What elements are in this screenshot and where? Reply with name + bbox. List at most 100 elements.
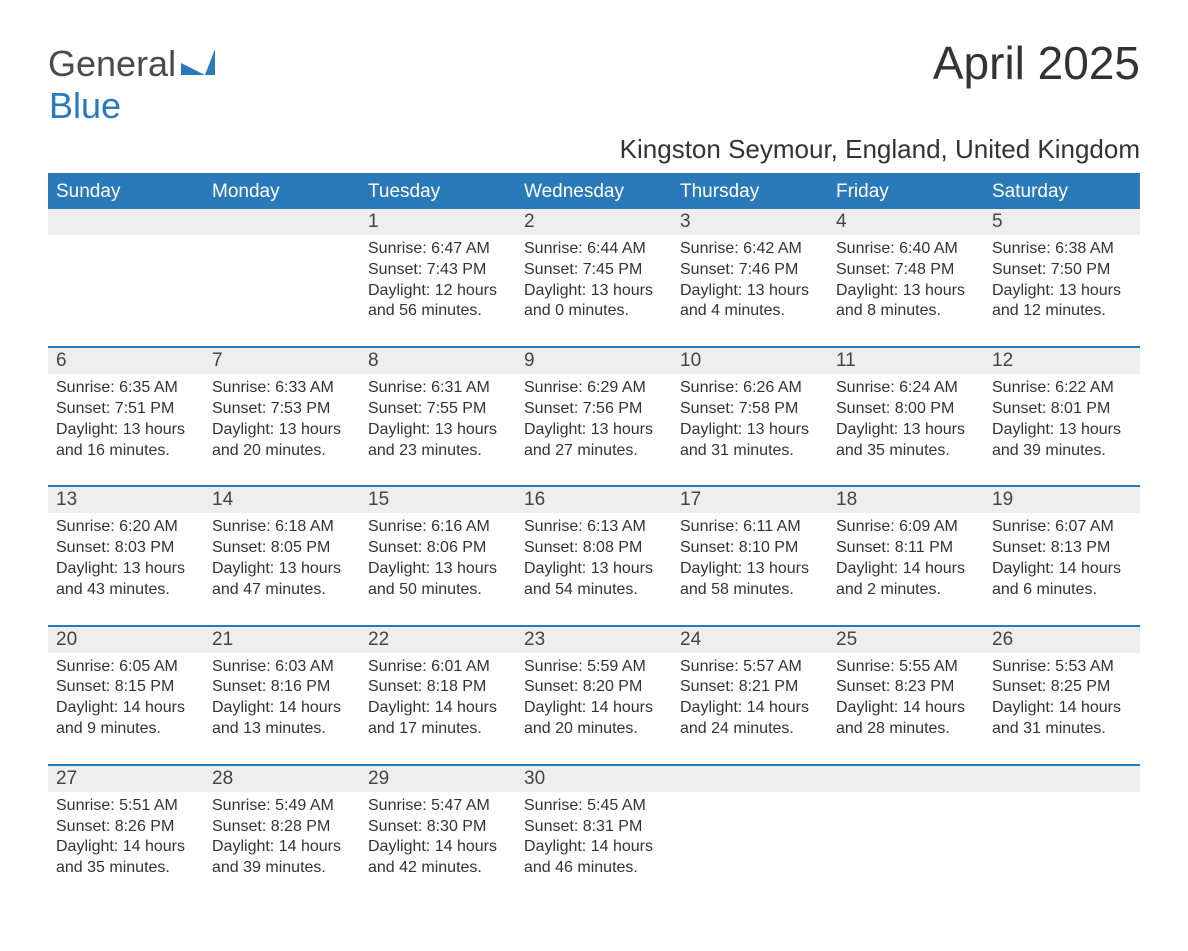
day-number: 27 (48, 766, 204, 792)
day-body: Sunrise: 6:42 AMSunset: 7:46 PMDaylight:… (672, 235, 828, 346)
day-detail-line: Sunrise: 6:05 AM (56, 657, 196, 678)
day-number: 15 (360, 487, 516, 513)
day-detail-line: Daylight: 13 hours and 20 minutes. (212, 420, 352, 462)
day-detail-line: Daylight: 14 hours and 6 minutes. (992, 559, 1132, 601)
day-detail-line: Daylight: 14 hours and 42 minutes. (368, 837, 508, 879)
day-detail-line: Sunrise: 6:35 AM (56, 378, 196, 399)
day-body (984, 792, 1140, 903)
day-number-row: 13141516171819 (48, 487, 1140, 513)
brand-word-1: General (48, 46, 176, 82)
day-body: Sunrise: 6:38 AMSunset: 7:50 PMDaylight:… (984, 235, 1140, 346)
day-body: Sunrise: 6:33 AMSunset: 7:53 PMDaylight:… (204, 374, 360, 485)
day-body: Sunrise: 6:47 AMSunset: 7:43 PMDaylight:… (360, 235, 516, 346)
day-body: Sunrise: 5:51 AMSunset: 8:26 PMDaylight:… (48, 792, 204, 903)
day-detail-line: Sunset: 7:45 PM (524, 260, 664, 281)
day-number: 5 (984, 209, 1140, 235)
day-detail-line: Sunrise: 6:29 AM (524, 378, 664, 399)
day-number (48, 209, 204, 235)
day-number: 10 (672, 348, 828, 374)
day-detail-line: Sunset: 8:18 PM (368, 677, 508, 698)
day-detail-line: Sunset: 8:23 PM (836, 677, 976, 698)
day-body: Sunrise: 5:45 AMSunset: 8:31 PMDaylight:… (516, 792, 672, 903)
day-number: 21 (204, 627, 360, 653)
day-detail-line: Sunrise: 6:01 AM (368, 657, 508, 678)
day-number: 12 (984, 348, 1140, 374)
day-body: Sunrise: 6:11 AMSunset: 8:10 PMDaylight:… (672, 513, 828, 624)
day-detail-line: Sunrise: 6:03 AM (212, 657, 352, 678)
day-number: 4 (828, 209, 984, 235)
day-number-row: 12345 (48, 209, 1140, 235)
day-number: 22 (360, 627, 516, 653)
day-detail-line: Sunset: 8:03 PM (56, 538, 196, 559)
day-detail-line: Daylight: 13 hours and 47 minutes. (212, 559, 352, 601)
brand-glyph-icon (181, 49, 215, 80)
day-detail-line: Daylight: 14 hours and 31 minutes. (992, 698, 1132, 740)
day-detail-line: Sunrise: 6:13 AM (524, 517, 664, 538)
day-detail-line: Sunset: 8:11 PM (836, 538, 976, 559)
day-detail-line: Sunset: 7:48 PM (836, 260, 976, 281)
calendar: Sunday Monday Tuesday Wednesday Thursday… (48, 173, 1140, 903)
day-detail-line: Sunrise: 6:22 AM (992, 378, 1132, 399)
dow-monday: Monday (204, 175, 360, 209)
day-detail-line: Sunrise: 6:26 AM (680, 378, 820, 399)
day-detail-line: Daylight: 14 hours and 24 minutes. (680, 698, 820, 740)
day-number: 28 (204, 766, 360, 792)
day-number (672, 766, 828, 792)
day-detail-line: Sunrise: 5:45 AM (524, 796, 664, 817)
day-body: Sunrise: 6:22 AMSunset: 8:01 PMDaylight:… (984, 374, 1140, 485)
location-subtitle: Kingston Seymour, England, United Kingdo… (48, 134, 1140, 165)
day-detail-line: Sunset: 8:15 PM (56, 677, 196, 698)
day-body: Sunrise: 6:07 AMSunset: 8:13 PMDaylight:… (984, 513, 1140, 624)
day-detail-line: Daylight: 13 hours and 23 minutes. (368, 420, 508, 462)
day-detail-line: Sunset: 8:31 PM (524, 817, 664, 838)
day-body (828, 792, 984, 903)
day-detail-line: Sunrise: 5:59 AM (524, 657, 664, 678)
day-number: 24 (672, 627, 828, 653)
day-detail-line: Sunset: 7:43 PM (368, 260, 508, 281)
day-body: Sunrise: 6:05 AMSunset: 8:15 PMDaylight:… (48, 653, 204, 764)
calendar-week: 12345Sunrise: 6:47 AMSunset: 7:43 PMDayl… (48, 209, 1140, 346)
day-detail-line: Daylight: 13 hours and 58 minutes. (680, 559, 820, 601)
day-body: Sunrise: 5:47 AMSunset: 8:30 PMDaylight:… (360, 792, 516, 903)
day-number-row: 27282930 (48, 766, 1140, 792)
day-detail-line: Daylight: 14 hours and 2 minutes. (836, 559, 976, 601)
day-detail-line: Daylight: 14 hours and 13 minutes. (212, 698, 352, 740)
weeks-container: 12345Sunrise: 6:47 AMSunset: 7:43 PMDayl… (48, 209, 1140, 903)
day-detail-line: Daylight: 14 hours and 9 minutes. (56, 698, 196, 740)
day-body: Sunrise: 6:29 AMSunset: 7:56 PMDaylight:… (516, 374, 672, 485)
day-detail-line: Sunrise: 6:31 AM (368, 378, 508, 399)
day-number-row: 6789101112 (48, 348, 1140, 374)
day-detail-line: Sunset: 8:00 PM (836, 399, 976, 420)
day-detail-line: Sunrise: 6:33 AM (212, 378, 352, 399)
title-block: April 2025 (933, 40, 1140, 86)
day-body-row: Sunrise: 5:51 AMSunset: 8:26 PMDaylight:… (48, 792, 1140, 903)
day-detail-line: Daylight: 13 hours and 31 minutes. (680, 420, 820, 462)
day-body: Sunrise: 6:31 AMSunset: 7:55 PMDaylight:… (360, 374, 516, 485)
day-body: Sunrise: 6:35 AMSunset: 7:51 PMDaylight:… (48, 374, 204, 485)
day-detail-line: Sunset: 7:46 PM (680, 260, 820, 281)
day-detail-line: Sunrise: 5:47 AM (368, 796, 508, 817)
day-detail-line: Daylight: 14 hours and 46 minutes. (524, 837, 664, 879)
dow-friday: Friday (828, 175, 984, 209)
day-body: Sunrise: 6:03 AMSunset: 8:16 PMDaylight:… (204, 653, 360, 764)
day-detail-line: Sunset: 8:26 PM (56, 817, 196, 838)
day-detail-line: Sunrise: 6:24 AM (836, 378, 976, 399)
day-detail-line: Sunset: 8:28 PM (212, 817, 352, 838)
day-detail-line: Daylight: 13 hours and 39 minutes. (992, 420, 1132, 462)
day-detail-line: Daylight: 13 hours and 4 minutes. (680, 281, 820, 323)
day-detail-line: Daylight: 13 hours and 12 minutes. (992, 281, 1132, 323)
day-body-row: Sunrise: 6:05 AMSunset: 8:15 PMDaylight:… (48, 653, 1140, 764)
day-detail-line: Daylight: 13 hours and 16 minutes. (56, 420, 196, 462)
day-body (204, 235, 360, 346)
month-title: April 2025 (933, 40, 1140, 86)
day-number: 3 (672, 209, 828, 235)
day-detail-line: Sunset: 8:06 PM (368, 538, 508, 559)
day-detail-line: Sunrise: 5:49 AM (212, 796, 352, 817)
calendar-week: 27282930Sunrise: 5:51 AMSunset: 8:26 PMD… (48, 764, 1140, 903)
day-detail-line: Sunset: 7:56 PM (524, 399, 664, 420)
day-of-week-header: Sunday Monday Tuesday Wednesday Thursday… (48, 175, 1140, 209)
day-detail-line: Daylight: 12 hours and 56 minutes. (368, 281, 508, 323)
day-body-row: Sunrise: 6:20 AMSunset: 8:03 PMDaylight:… (48, 513, 1140, 624)
day-detail-line: Sunset: 7:58 PM (680, 399, 820, 420)
day-body: Sunrise: 5:57 AMSunset: 8:21 PMDaylight:… (672, 653, 828, 764)
